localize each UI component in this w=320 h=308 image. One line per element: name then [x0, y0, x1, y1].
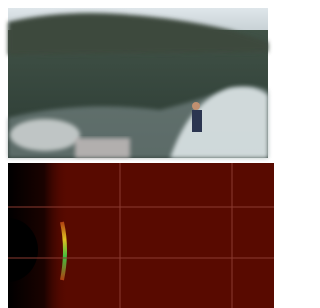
page — [0, 0, 274, 308]
boat-deck — [75, 138, 130, 158]
screen — [0, 0, 274, 308]
analysis-panel — [8, 163, 274, 308]
boat — [10, 119, 80, 151]
video-frame — [8, 8, 268, 158]
surfer — [192, 110, 202, 132]
surfer-head — [192, 102, 200, 110]
